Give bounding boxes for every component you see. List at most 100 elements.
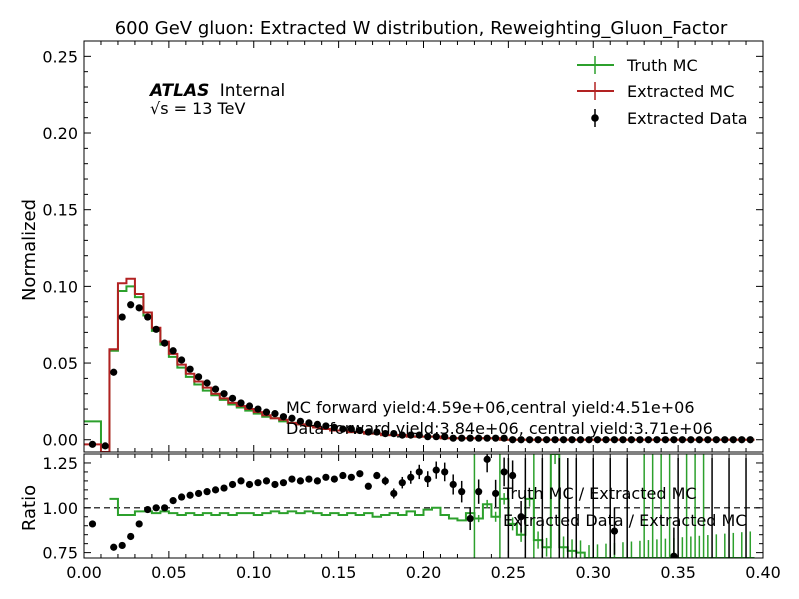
data-point [339,425,347,433]
data-point [110,543,118,551]
data-point [88,440,97,448]
data-point [644,436,653,444]
data-point [152,325,160,333]
data-point [322,473,330,481]
data-point [144,505,152,514]
data-point [458,434,466,442]
x-tick-label: 0.40 [745,563,781,582]
data-point [627,436,636,444]
data-point [593,436,602,444]
y-tick-label: 0.25 [42,47,78,66]
legend-label-extracted-data: Extracted Data [627,109,748,128]
data-point [432,466,440,474]
data-point [653,436,661,444]
atlas-label-status: Internal [220,81,286,101]
data-point [475,488,483,496]
data-point [687,436,695,444]
data-point [619,436,627,444]
data-point [670,552,678,558]
x-tick-label: 0.10 [236,563,272,582]
data-point [441,433,449,441]
x-tick-label: 0.20 [406,563,442,582]
main-plot-panel: 0.00 0.05 0.10 0.15 0.20 0.25 Normalized ATLA… [19,40,764,453]
data-point [492,489,500,498]
ratio-legend-truth-mc: Truth MC / Extracted MC [502,484,697,503]
data-point [178,356,186,364]
series-extracted-data-extracted-mc [88,454,678,558]
data-point [542,436,551,444]
data-point [466,434,474,442]
data-point [509,471,517,480]
data-point [356,470,364,478]
data-point [509,436,517,444]
data-point [313,420,322,428]
data-point [407,431,415,439]
data-point [101,442,109,450]
data-point [220,390,228,398]
data-point [288,414,296,422]
data-point [670,436,678,444]
data-point [398,431,406,439]
data-point [551,436,559,444]
data-point [237,399,245,407]
legend-label-extracted-mc: Extracted MC [627,82,734,101]
data-point [228,394,237,402]
data-point [746,436,754,444]
yield-mc-annotation: MC forward yield:4.59e+06,central yield:… [286,398,695,417]
data-point [178,493,186,501]
data-point [381,429,389,438]
x-tick-label: 0.05 [151,563,187,582]
data-point [602,436,610,444]
data-point [262,477,271,485]
y-tick-label: 0.05 [42,354,78,373]
x-tick-label: 0.15 [321,563,357,582]
data-point [704,436,712,444]
yield-data-annotation: Data forward yield:3.84e+06, central yie… [286,419,713,438]
main-plot-series [84,277,755,452]
data-point [203,488,211,496]
data-point [254,405,262,413]
data-point [347,425,355,433]
ratio-plot-panel: 0.75 1.00 1.25 0.00 0.05 0.10 0.15 0.20 0.25 0.3… [19,453,781,582]
data-point [432,433,440,441]
data-point [347,473,355,481]
data-point [186,365,194,373]
data-point [118,313,126,321]
data-point [127,532,135,541]
data-point [398,479,406,487]
data-point [169,347,177,355]
x-tick-label: 0.35 [660,563,696,582]
data-point [330,475,338,483]
data-point [576,436,585,444]
data-point [169,497,177,505]
data-point [449,434,457,442]
legend-entry-extracted-mc: Extracted MC [577,82,734,101]
data-point [636,436,644,444]
data-point [254,479,262,487]
data-point [220,484,228,492]
data-point [738,436,746,444]
data-point [585,436,593,444]
data-point [135,520,143,528]
data-point [356,426,364,435]
y-tick-label: 0.15 [42,201,78,220]
y-tick-label: 1.00 [42,499,78,518]
data-point [296,477,305,485]
data-point [271,480,279,489]
x-tick-label: 0.25 [491,563,527,582]
data-point [517,513,525,521]
data-point [661,436,669,444]
data-point [729,436,737,444]
data-point [534,436,542,444]
y-tick-label: 0.75 [42,544,78,563]
data-point [211,385,220,393]
x-tick-label: 0.00 [66,563,102,582]
ratio-y-tick-labels: 0.75 1.00 1.25 [42,454,78,563]
data-point [88,520,97,528]
data-point [271,410,279,418]
data-point [559,436,568,444]
legend-entry-truth-mc: Truth MC [577,56,698,75]
data-point [424,433,432,441]
data-point [712,436,720,444]
